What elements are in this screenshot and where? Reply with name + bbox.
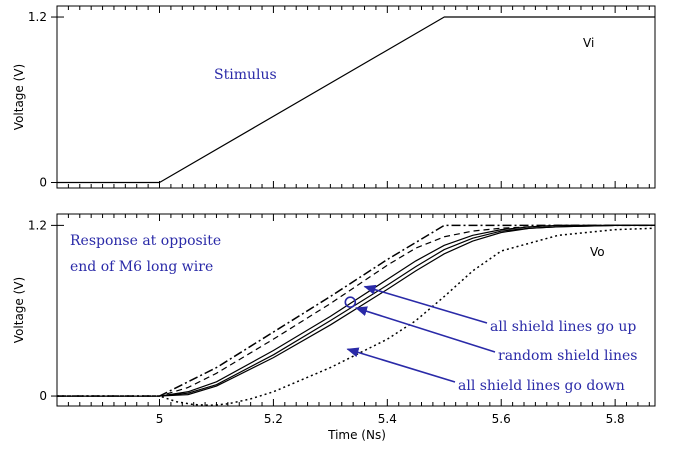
bottom-x-tick-label: 5 <box>156 412 164 426</box>
shield-down-annotation: all shield lines go down <box>458 378 625 394</box>
shield-up-annotation: all shield lines go up <box>490 319 636 335</box>
top-y-tick-label: 0 <box>39 175 47 189</box>
top-series-0-line <box>57 16 655 184</box>
bottom-x-tick-label: 5.2 <box>264 412 283 426</box>
shield-random-arrow <box>355 306 496 353</box>
top-y-tick-label: 1.2 <box>28 10 47 24</box>
stimulus-annotation: Stimulus <box>214 67 277 83</box>
shield-down-arrow <box>346 347 456 383</box>
bottom-x-tick-label: 5.4 <box>378 412 397 426</box>
bottom-y-tick-label: 1.2 <box>28 218 47 232</box>
bottom-series-3-line <box>57 224 655 397</box>
bottom-series-5-line <box>57 227 656 407</box>
bottom-y-tick-label: 0 <box>39 389 47 403</box>
bottom-series-0-line <box>57 224 655 397</box>
highlight-marker-circle <box>344 296 357 308</box>
top-signal-label: Vi <box>583 36 594 50</box>
bottom-x-axis-label: Time (Ns) <box>327 428 386 442</box>
bottom-series-2-line <box>57 224 655 397</box>
top-plot-frame <box>56 5 656 189</box>
bottom-series-1-line <box>57 224 655 397</box>
bottom-y-axis-label: Voltage (V) <box>12 277 26 343</box>
response-annotation-line1: Response at opposite <box>70 233 221 249</box>
bottom-series-4-line <box>57 224 655 397</box>
shield-random-annotation: random shield lines <box>498 348 637 364</box>
bottom-x-tick-label: 5.8 <box>606 412 625 426</box>
top-y-axis-label: Voltage (V) <box>12 64 26 130</box>
response-annotation-line2: end of M6 long wire <box>70 259 213 275</box>
bottom-x-tick-label: 5.6 <box>492 412 511 426</box>
bottom-signal-label: Vo <box>590 245 605 259</box>
shield-up-arrow <box>363 284 488 324</box>
bottom-plot-frame <box>56 213 656 407</box>
